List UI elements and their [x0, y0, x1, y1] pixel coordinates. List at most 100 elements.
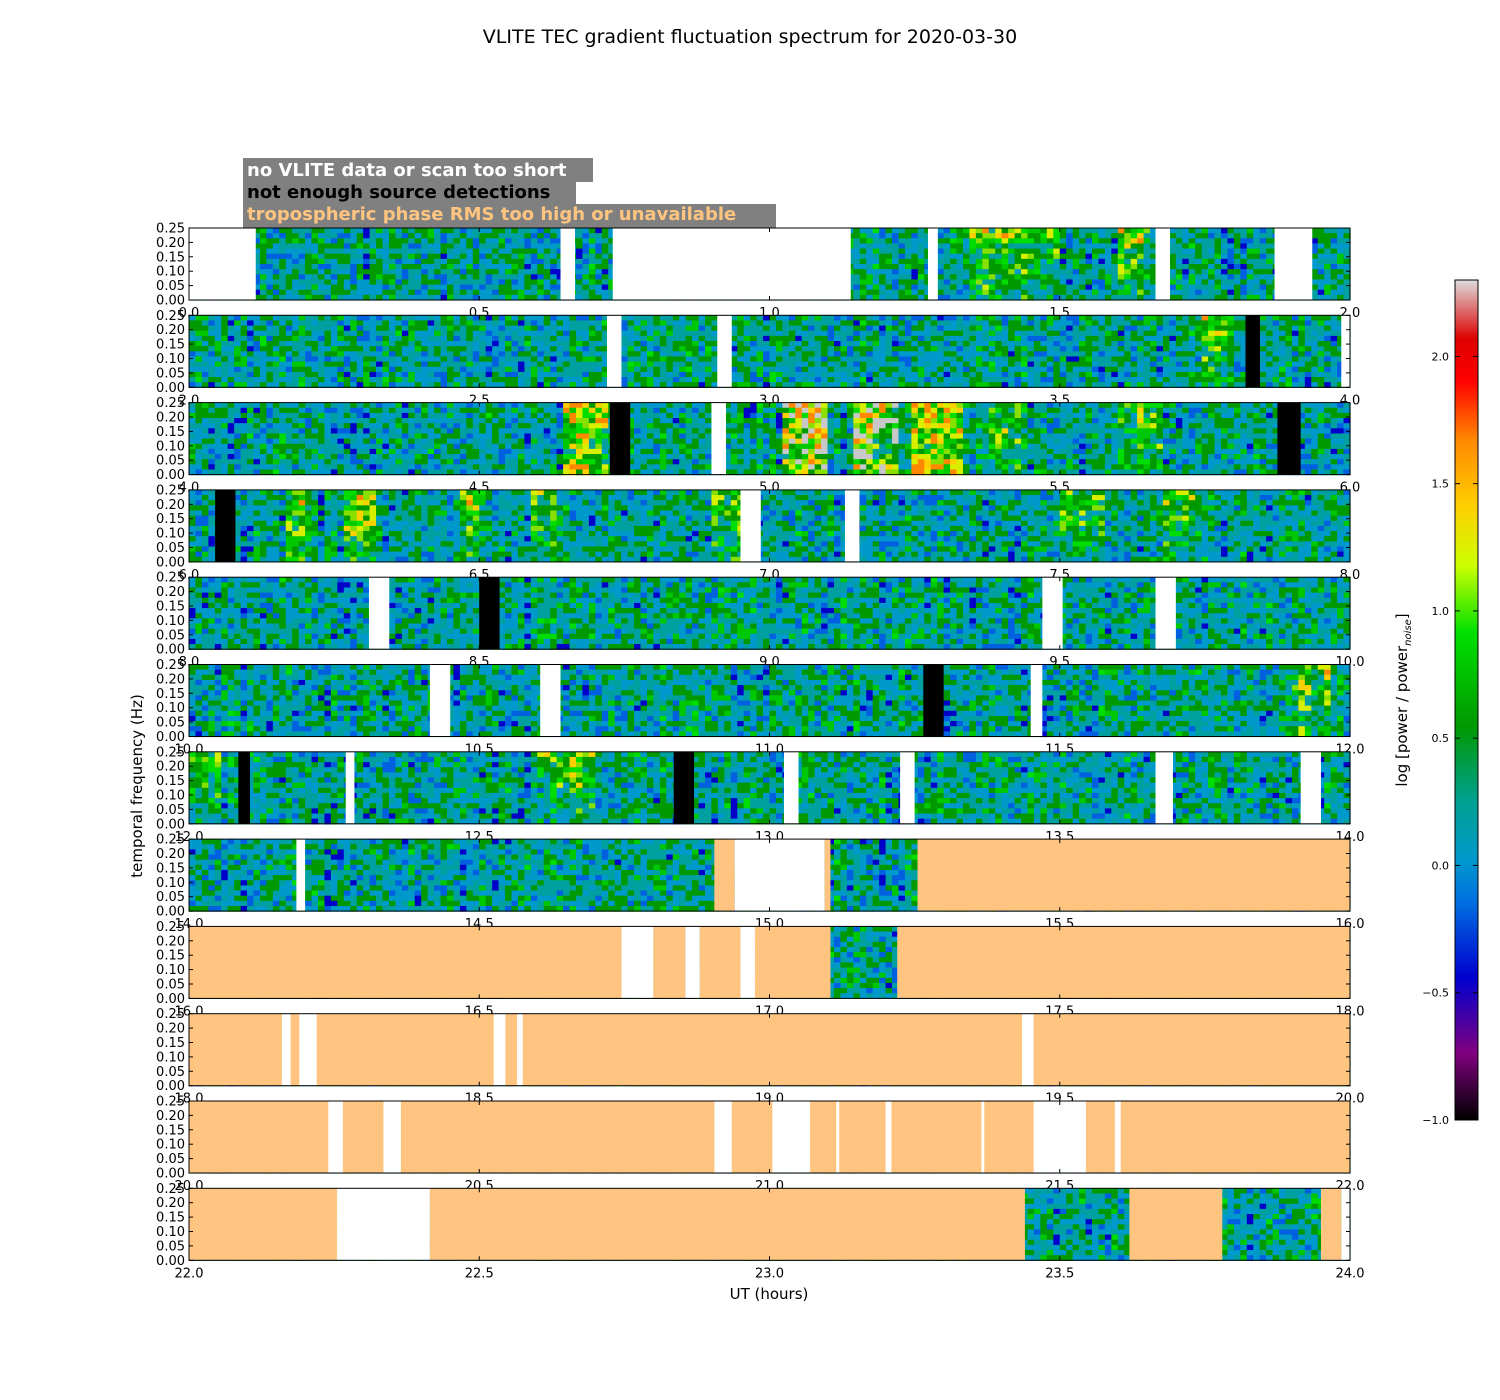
heat-cell [853, 284, 861, 291]
heat-cell [1104, 279, 1112, 286]
heat-cell [318, 248, 326, 255]
heat-cell [982, 279, 990, 286]
heat-cell [892, 382, 900, 388]
heat-cell [279, 238, 287, 245]
heat-cell [201, 361, 209, 368]
heat-cell [1053, 325, 1061, 332]
heat-cell [866, 294, 874, 301]
heat-cell [1221, 371, 1229, 378]
heat-cell [1008, 356, 1016, 363]
heat-cell [453, 325, 461, 332]
heat-cell [311, 253, 319, 260]
heat-cell [1027, 330, 1035, 337]
heat-cell [782, 341, 790, 347]
heat-cell [1214, 351, 1222, 358]
heat-cell [272, 284, 280, 291]
heat-cell [569, 315, 577, 322]
heat-cell [479, 315, 487, 322]
heat-cell [537, 274, 545, 281]
heat-cell [898, 371, 906, 378]
heat-cell [395, 238, 403, 245]
heat-cell [388, 341, 396, 347]
heat-cell [595, 320, 603, 327]
heat-cell [208, 371, 216, 378]
heat-cell [1059, 279, 1067, 286]
heat-cell [337, 366, 345, 373]
heat-cell [324, 289, 332, 296]
heat-cell [982, 258, 990, 265]
heat-cell [266, 382, 274, 388]
heat-cell [401, 253, 409, 260]
heat-cell [685, 330, 693, 337]
heat-cell [892, 269, 900, 275]
heat-cell [582, 228, 590, 234]
heat-cell [376, 315, 384, 322]
heat-cell [1046, 382, 1054, 388]
heat-cell [814, 330, 822, 337]
heat-cell [376, 346, 384, 352]
heat-cell [259, 243, 267, 250]
heat-cell [1233, 274, 1241, 281]
heat-cell [1246, 258, 1254, 265]
heat-cell [975, 284, 983, 291]
heat-cell [859, 294, 867, 301]
heat-cell [1066, 258, 1074, 265]
heat-cell [634, 315, 642, 322]
heat-cell [227, 325, 235, 332]
heat-cell [1072, 228, 1080, 234]
heat-cell [1130, 279, 1138, 286]
heat-cell [1246, 289, 1254, 296]
heat-cell [363, 320, 371, 327]
heat-cell [447, 289, 455, 296]
heat-cell [543, 351, 551, 358]
heat-cell [1079, 346, 1087, 352]
heat-cell [298, 279, 306, 286]
heat-cell [582, 315, 590, 322]
heat-cell [801, 371, 809, 378]
heat-cell [1182, 361, 1190, 368]
heat-cell [769, 382, 777, 388]
heat-cell [1317, 248, 1325, 255]
heat-cell [1137, 289, 1145, 296]
heat-cell [395, 284, 403, 291]
heat-cell [447, 264, 455, 270]
heat-cell [266, 269, 274, 275]
panel-heatmap [189, 315, 1351, 388]
heat-cell [530, 341, 538, 347]
heat-cell [879, 341, 887, 347]
heat-cell [350, 284, 358, 291]
heat-cell [1046, 258, 1054, 265]
heat-cell [911, 289, 919, 296]
heat-cell [376, 361, 384, 368]
heat-cell [685, 361, 693, 368]
heat-cell [1150, 341, 1158, 347]
heat-cell [569, 346, 577, 352]
heat-cell [543, 294, 551, 301]
heat-cell [582, 243, 590, 250]
heat-cell [421, 228, 429, 234]
heat-cell [911, 351, 919, 358]
heat-cell [1092, 294, 1100, 301]
heat-cell [1079, 269, 1087, 275]
heat-cell [1072, 284, 1080, 291]
heat-cell [988, 315, 996, 322]
heat-cell [1266, 258, 1274, 265]
heat-cell [937, 258, 945, 265]
heat-cell [253, 382, 261, 388]
heat-cell [363, 361, 371, 368]
heat-cell [1240, 269, 1248, 275]
heat-cell [814, 361, 822, 368]
heat-cell [453, 258, 461, 265]
heat-cell [1150, 320, 1158, 327]
heat-cell [453, 289, 461, 296]
heat-cell [595, 330, 603, 337]
heat-cell [1098, 243, 1106, 250]
heat-cell [898, 258, 906, 265]
heat-cell [646, 361, 654, 368]
heat-cell [963, 371, 971, 378]
heat-cell [1259, 382, 1267, 388]
heat-cell [1098, 351, 1106, 358]
heat-cell [447, 335, 455, 342]
heat-cell [1027, 228, 1035, 234]
heat-cell [621, 315, 629, 322]
